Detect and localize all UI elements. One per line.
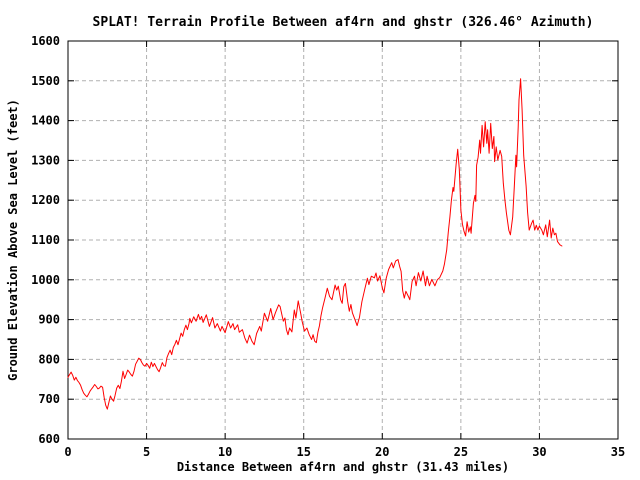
y-tick-label: 600: [38, 432, 60, 446]
y-tick-label: 1400: [31, 114, 60, 128]
grid-lines: [68, 41, 618, 439]
y-tick-label: 700: [38, 392, 60, 406]
x-tick-label: 10: [218, 445, 232, 459]
x-tick-label: 15: [296, 445, 310, 459]
y-tick-label: 1300: [31, 153, 60, 167]
x-axis-label: Distance Between af4rn and ghstr (31.43 …: [177, 460, 509, 474]
y-tick-label: 1500: [31, 74, 60, 88]
y-tick-label: 1600: [31, 34, 60, 48]
x-tick-label: 35: [611, 445, 625, 459]
terrain-profile-polyline: [67, 78, 563, 410]
y-tick-label: 900: [38, 313, 60, 327]
x-tick-label: 25: [454, 445, 468, 459]
y-tick-label: 1200: [31, 193, 60, 207]
y-tick-label: 800: [38, 352, 60, 366]
terrain-line: [67, 78, 563, 410]
chart-title: SPLAT! Terrain Profile Between af4rn and…: [93, 15, 594, 30]
x-tick-label: 30: [532, 445, 546, 459]
x-tick-label: 0: [64, 445, 71, 459]
y-tick-label: 1100: [31, 233, 60, 247]
axis-ticks: [67, 40, 619, 440]
x-tick-label: 5: [143, 445, 150, 459]
y-axis-label: Ground Elevation Above Sea Level (feet): [6, 99, 20, 381]
y-tick-label: 1000: [31, 273, 60, 287]
tick-labels: 0 5 10 15 20 25 30 35 600 700 800 900 1000 1100 1200 13…: [31, 34, 625, 459]
x-tick-label: 20: [375, 445, 389, 459]
